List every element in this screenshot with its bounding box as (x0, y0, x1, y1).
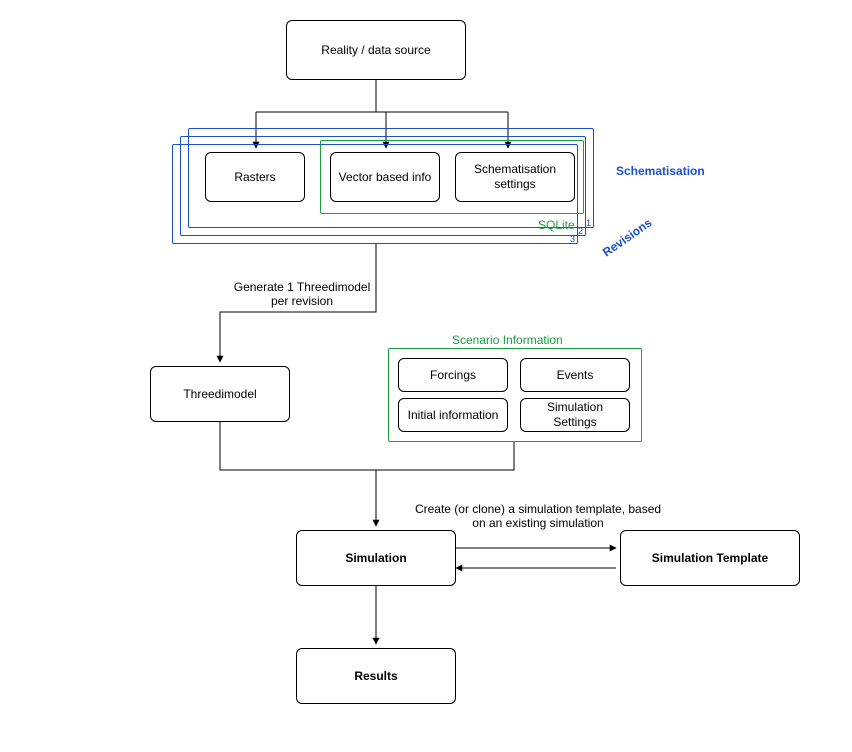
sqlite-label: SQLite (538, 218, 575, 232)
generate-edge-label: Generate 1 Threedimodel per revision (234, 280, 371, 308)
revision-number-1: 1 (586, 218, 591, 228)
threedi-label: Threedimodel (183, 387, 256, 402)
forcings-label: Forcings (430, 368, 476, 383)
simulation-template-node: Simulation Template (620, 530, 800, 586)
schematisation-label: Schematisation (616, 164, 705, 178)
rasters-node: Rasters (205, 152, 305, 202)
initial-information-node: Initial information (398, 398, 508, 432)
revision-number-3: 3 (570, 234, 575, 244)
reality-label: Reality / data source (321, 43, 430, 58)
vector-label: Vector based info (339, 170, 432, 185)
initinfo-label: Initial information (408, 408, 499, 423)
results-node: Results (296, 648, 456, 704)
clone-edge-label: Create (or clone) a simulation template,… (415, 502, 661, 530)
simulation-node: Simulation (296, 530, 456, 586)
scenario-label: Scenario Information (452, 333, 563, 347)
vector-info-node: Vector based info (330, 152, 440, 202)
events-node: Events (520, 358, 630, 392)
schematisation-settings-node: Schematisation settings (455, 152, 575, 202)
sim-label: Simulation (345, 551, 406, 566)
revision-number-2: 2 (578, 226, 583, 236)
threedimodel-node: Threedimodel (150, 366, 290, 422)
forcings-node: Forcings (398, 358, 508, 392)
simulation-settings-node: Simulation Settings (520, 398, 630, 432)
reality-node: Reality / data source (286, 20, 466, 80)
schemset-label: Schematisation settings (462, 162, 568, 192)
results-label: Results (354, 669, 397, 684)
events-label: Events (557, 368, 594, 383)
simset-label: Simulation Settings (527, 400, 623, 430)
rasters-label: Rasters (234, 170, 275, 185)
simtmpl-label: Simulation Template (652, 551, 768, 566)
